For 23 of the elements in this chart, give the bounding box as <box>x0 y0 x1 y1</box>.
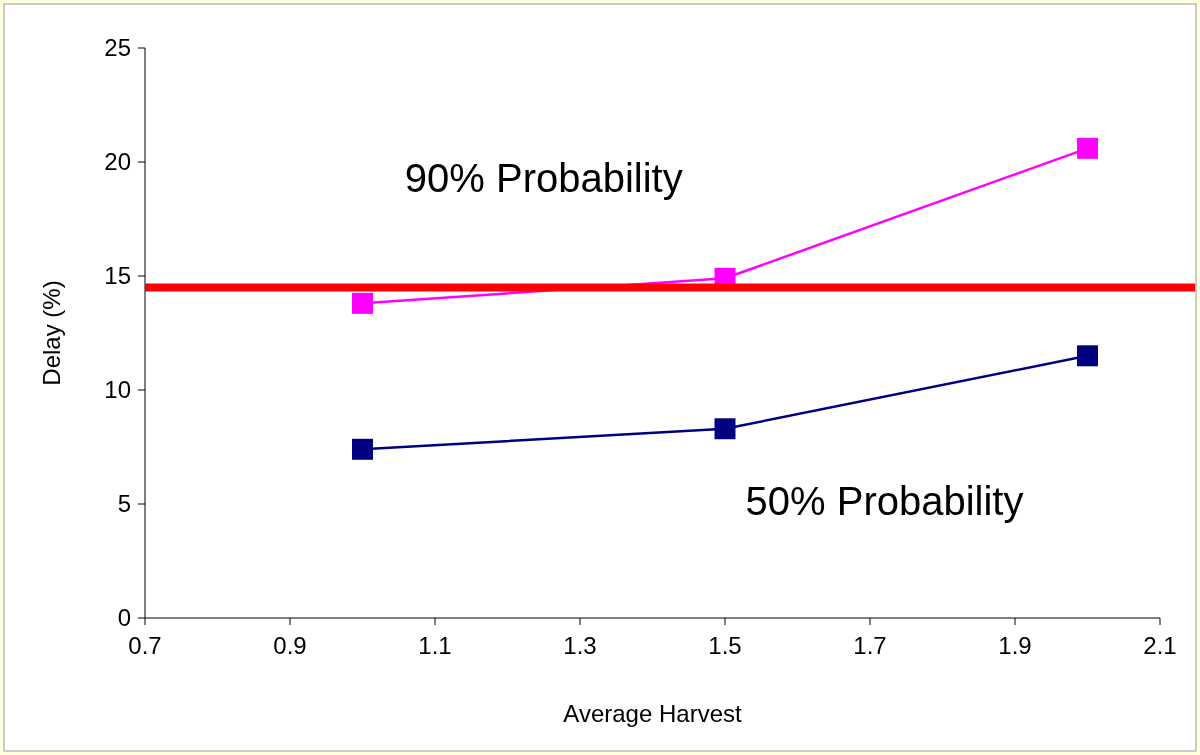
y-tick-label: 5 <box>117 490 131 518</box>
x-tick-label: 1.1 <box>418 632 452 659</box>
x-tick-label: 1.3 <box>563 632 597 659</box>
point <box>352 292 373 314</box>
x-tick-label: 0.7 <box>128 632 162 659</box>
y-tick-label: 10 <box>104 376 131 404</box>
y-tick-label: 20 <box>104 148 131 176</box>
x-axis-title: Average Harvest <box>563 700 742 727</box>
y-axis-title: Delay (%) <box>38 280 65 386</box>
y-tick-label: 15 <box>104 262 131 290</box>
x-tick-label: 1.9 <box>998 632 1032 659</box>
series-label: 50% Probability <box>745 479 1024 524</box>
point <box>1077 137 1098 159</box>
x-tick-label: 2.1 <box>1143 632 1177 659</box>
series-label: 90% Probability <box>404 155 683 200</box>
point <box>714 418 736 440</box>
y-tick-label: 25 <box>104 34 131 62</box>
point <box>1077 345 1098 367</box>
x-tick-label: 0.9 <box>273 632 307 659</box>
x-tick-label: 1.5 <box>708 632 742 659</box>
x-tick-label: 1.7 <box>853 632 887 659</box>
point <box>352 438 373 460</box>
y-tick-label: 0 <box>117 604 131 632</box>
